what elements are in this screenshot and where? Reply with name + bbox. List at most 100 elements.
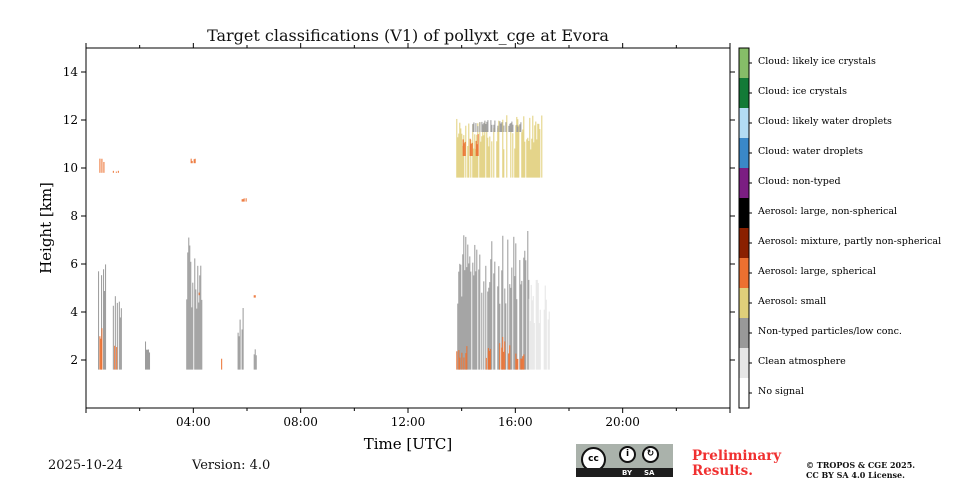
classification-stripe — [465, 125, 467, 178]
classification-stripe — [487, 291, 489, 370]
classification-stripe — [475, 148, 477, 178]
classification-stripe — [146, 349, 148, 370]
classification-stripe — [502, 119, 504, 178]
classification-stripe — [101, 275, 103, 370]
classification-stripe — [498, 266, 500, 370]
colorbar-swatch — [739, 168, 749, 198]
classification-stripe — [241, 199, 243, 202]
classification-stripe — [512, 124, 514, 132]
classification-stripe — [511, 121, 513, 132]
y-tick-label: 4 — [70, 305, 78, 319]
classification-stripe — [196, 308, 198, 370]
classification-stripe — [535, 121, 537, 178]
classification-stripe — [472, 262, 474, 370]
colorbar-swatch — [739, 318, 749, 348]
classification-stripe — [463, 357, 465, 370]
feature-10 — [221, 358, 223, 370]
classification-stripe — [497, 127, 499, 178]
preliminary-notice: Preliminary Results. — [692, 448, 782, 479]
cc-sa-text: SA — [644, 469, 655, 477]
classification-stripe — [509, 345, 511, 370]
classification-stripe — [474, 134, 476, 178]
classification-stripe — [103, 269, 105, 370]
feature-15 — [457, 230, 530, 370]
classification-stripe — [145, 341, 147, 370]
classification-stripe — [198, 292, 200, 296]
classification-stripe — [490, 120, 492, 132]
classification-stripe — [504, 341, 506, 370]
classification-stripe — [532, 296, 534, 370]
classification-stripe — [481, 121, 483, 132]
classification-stripe — [528, 140, 530, 178]
classification-stripe — [515, 353, 517, 370]
classification-stripe — [538, 123, 540, 178]
classification-stripe — [491, 124, 493, 132]
classification-stripe — [101, 328, 103, 370]
legend-label: Cloud: ice crystals — [758, 86, 847, 97]
legend-label: Aerosol: small — [758, 296, 827, 307]
classification-stripe — [459, 122, 461, 178]
feature-18 — [485, 348, 491, 370]
person-icon: i — [619, 446, 636, 463]
classification-stripe — [523, 354, 525, 370]
classification-stripe — [515, 125, 517, 178]
classification-stripe — [501, 347, 503, 370]
classification-stripe — [516, 358, 518, 370]
feature-17 — [456, 346, 468, 370]
classification-stripe — [487, 348, 489, 370]
classification-stripe — [493, 273, 495, 370]
classification-stripe — [115, 171, 117, 173]
classification-stripe — [517, 126, 519, 132]
classification-stripe — [472, 123, 474, 132]
classification-stripe — [254, 349, 256, 370]
classification-stripe — [482, 125, 484, 178]
classification-stripe — [472, 124, 474, 178]
x-axis-label: Time [UTC] — [364, 435, 453, 453]
classification-stripe — [459, 263, 461, 370]
classification-stripe — [528, 298, 530, 370]
x-tick-label: 12:00 — [391, 415, 426, 429]
feature-8 — [190, 158, 196, 164]
classification-stripe — [483, 135, 485, 178]
y-tick-label: 6 — [70, 257, 78, 271]
feature-14 — [253, 295, 256, 298]
classification-stripe — [470, 271, 472, 370]
classification-stripe — [521, 358, 523, 370]
classification-stripe — [470, 143, 472, 156]
plot-frame — [85, 47, 731, 409]
x-tick-label: 20:00 — [605, 415, 640, 429]
feature-19 — [499, 336, 511, 370]
classification-stripe — [517, 358, 519, 370]
classification-stripe — [485, 123, 487, 132]
classification-stripe — [511, 267, 513, 370]
classification-stripe — [458, 133, 460, 178]
legend-label: Aerosol: mixture, partly non-spherical — [758, 236, 942, 247]
classification-stripe — [501, 270, 503, 370]
classification-stripe — [189, 245, 191, 370]
classification-stripe — [527, 230, 529, 370]
classification-stripe — [463, 135, 465, 178]
y-tick-label: 8 — [70, 209, 78, 223]
legend-label: No signal — [758, 386, 804, 397]
classification-stripe — [473, 275, 475, 370]
classification-stripe — [485, 265, 487, 370]
classification-stripe — [499, 343, 501, 370]
classification-stripe — [200, 265, 202, 370]
classification-stripe — [537, 283, 539, 370]
classification-stripe — [103, 161, 105, 173]
classification-stripe — [503, 125, 505, 132]
colorbar-swatch — [739, 348, 749, 378]
classification-stripe — [494, 120, 496, 132]
classification-stripe — [477, 134, 479, 156]
classification-stripe — [468, 263, 470, 370]
classification-stripe — [544, 285, 546, 370]
classification-stripe — [478, 269, 480, 370]
classification-stripe — [186, 299, 188, 370]
classification-stripe — [500, 123, 502, 132]
feature-12 — [241, 198, 247, 202]
classification-stripe — [462, 139, 464, 156]
classification-stripe — [497, 125, 499, 132]
classification-stripe — [481, 292, 483, 370]
classification-stripe — [190, 158, 192, 164]
classification-stripe — [188, 237, 190, 370]
